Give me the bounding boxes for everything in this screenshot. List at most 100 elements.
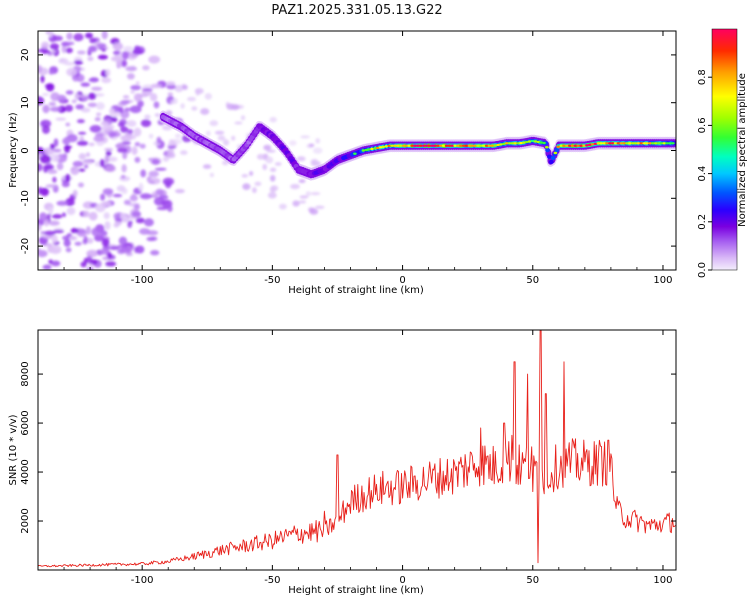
spectrogram-ridge-peak <box>522 141 526 144</box>
colorbar-tick-label: 0.8 <box>697 69 708 85</box>
spectrogram-noise-blob <box>209 172 214 178</box>
spectrogram-noise-blob <box>40 187 49 197</box>
snr-y-tick-label: 6000 <box>20 410 31 435</box>
spectrogram-noise-blob <box>187 96 196 102</box>
spectrogram-ridge-peak <box>562 144 566 147</box>
spectrogram-noise-blob <box>131 146 138 156</box>
spectrogram-noise-blob <box>129 194 138 202</box>
spectrogram-ridge-peak <box>387 144 392 147</box>
spectrogram-noise-blob <box>87 102 98 108</box>
spectrogram-noise-blob <box>55 117 67 121</box>
spectrogram-noise-blob <box>112 42 124 51</box>
spectrogram-ridge-peak <box>364 148 369 152</box>
spectrogram-noise-blob <box>71 99 77 104</box>
spectrogram-noise-blob <box>100 193 106 201</box>
spectrogram-noise-blob <box>109 246 120 250</box>
colorbar-tick-label: 0.2 <box>697 214 708 230</box>
spectrogram-noise-blob <box>80 261 87 268</box>
spectrogram-ridge-peak <box>410 144 415 147</box>
spectrogram-noise-blob <box>314 205 325 209</box>
spectrogram-noise-blob <box>76 228 86 234</box>
spectrogram-noise-blob <box>83 235 88 243</box>
spectrogram-noise-blob <box>42 264 52 270</box>
spectrogram-noise-blob <box>123 199 131 205</box>
spectrogram-noise-blob <box>153 101 160 109</box>
colorbar-tick-label: 0.4 <box>697 166 708 182</box>
spectrogram-noise-blob <box>133 127 142 137</box>
spectrogram-noise-blob <box>130 85 142 91</box>
spectrogram-noise-blob <box>94 117 101 122</box>
spectrogram-noise-blob <box>180 103 185 109</box>
snr-y-tick-label: 8000 <box>20 361 31 386</box>
spectrogram-ridge-peak <box>499 143 503 146</box>
spectrogram-noise-blob <box>134 142 141 147</box>
spectrogram-noise-blob <box>292 200 300 207</box>
spectrogram-ridge-peak <box>613 142 618 145</box>
spectrogram-y-tick-label: 20 <box>20 49 31 62</box>
spectrogram-noise-blob <box>88 142 95 147</box>
spectrogram-noise-blob <box>315 138 321 144</box>
spectrogram-noise-blob <box>161 199 173 209</box>
spectrogram-noise-blob <box>150 83 162 89</box>
spectrogram-noise-blob <box>76 119 85 124</box>
spectrogram-noise-blob <box>47 52 54 56</box>
spectrogram-noise-blob <box>309 208 319 215</box>
spectrogram-ridge-peak <box>396 144 400 147</box>
spectrogram-noise-blob <box>48 70 54 75</box>
spectrogram-ridge-peak <box>361 149 366 152</box>
spectrogram-y-tick-label: -20 <box>20 238 31 254</box>
spectrogram-noise-blob <box>85 226 91 235</box>
spectrogram-noise-blob <box>269 167 277 172</box>
spectrogram-ridge-peak <box>599 142 604 145</box>
spectrogram-noise-blob <box>103 212 110 220</box>
spectrogram-noise-blob <box>52 176 57 183</box>
spectrogram-ridge-peak <box>476 144 480 147</box>
spectrogram-noise-blob <box>40 75 45 83</box>
spectrogram-ridge-peak <box>622 142 626 145</box>
spectrogram-noise-blob <box>125 252 133 257</box>
spectrogram-noise-blob <box>63 239 71 247</box>
spectrogram-noise-blob <box>125 66 137 72</box>
spectrogram-noise-blob <box>78 153 87 160</box>
spectrogram-noise-blob <box>162 156 170 162</box>
spectrogram-noise-blob <box>167 145 176 149</box>
spectrogram-noise-blob <box>180 150 188 155</box>
spectrogram-noise-blob <box>48 220 60 226</box>
spectrogram-ridge-peak <box>467 144 472 147</box>
spectrogram-ridge-peak <box>479 144 483 147</box>
spectrogram-ridge-peak <box>656 142 661 145</box>
spectrogram-noise-blob <box>85 32 93 39</box>
spectrogram-noise-blob <box>43 218 50 227</box>
spectrogram-noise-blob <box>130 90 135 94</box>
spectrogram-ridge-peak <box>430 144 435 147</box>
spectrogram-ridge-peak <box>662 142 667 145</box>
spectrogram-noise-blob <box>266 149 276 153</box>
spectrogram-noise-blob <box>155 188 164 196</box>
spectrogram-noise-blob <box>49 106 62 112</box>
spectrogram-ridge-peak <box>570 144 575 147</box>
spectrogram-noise-blob <box>121 60 127 67</box>
spectrogram-noise-blob <box>48 101 57 107</box>
spectrogram-noise-blob <box>42 92 50 97</box>
spectrogram-ridge-peak <box>576 144 581 147</box>
spectrogram-noise-blob <box>43 50 52 54</box>
spectrogram-ridge-peak <box>456 144 460 147</box>
spectrogram-noise-blob <box>99 159 105 168</box>
spectrogram-noise-blob <box>308 143 315 147</box>
spectrogram-noise-blob <box>126 73 135 80</box>
spectrogram-noise-blob <box>111 116 118 123</box>
spectrogram-noise-blob <box>204 93 212 100</box>
spectrogram-noise-blob <box>133 93 143 102</box>
spectrogram-noise-blob <box>65 174 71 183</box>
spectrogram-noise-blob <box>290 183 300 190</box>
spectrogram-noise-blob <box>101 31 108 40</box>
spectrogram-noise-blob <box>265 156 274 164</box>
spectrogram-ridge-peak <box>459 144 463 147</box>
spectrogram-ridge-peak <box>565 144 569 147</box>
spectrogram-ridge-peak <box>496 143 500 147</box>
spectrogram-ridge-peak <box>556 145 561 148</box>
spectrogram-noise-blob <box>91 227 102 237</box>
spectrogram-ridge-peak <box>353 152 357 155</box>
spectrogram-noise-blob <box>135 81 140 85</box>
spectrogram-noise-blob <box>100 121 109 127</box>
